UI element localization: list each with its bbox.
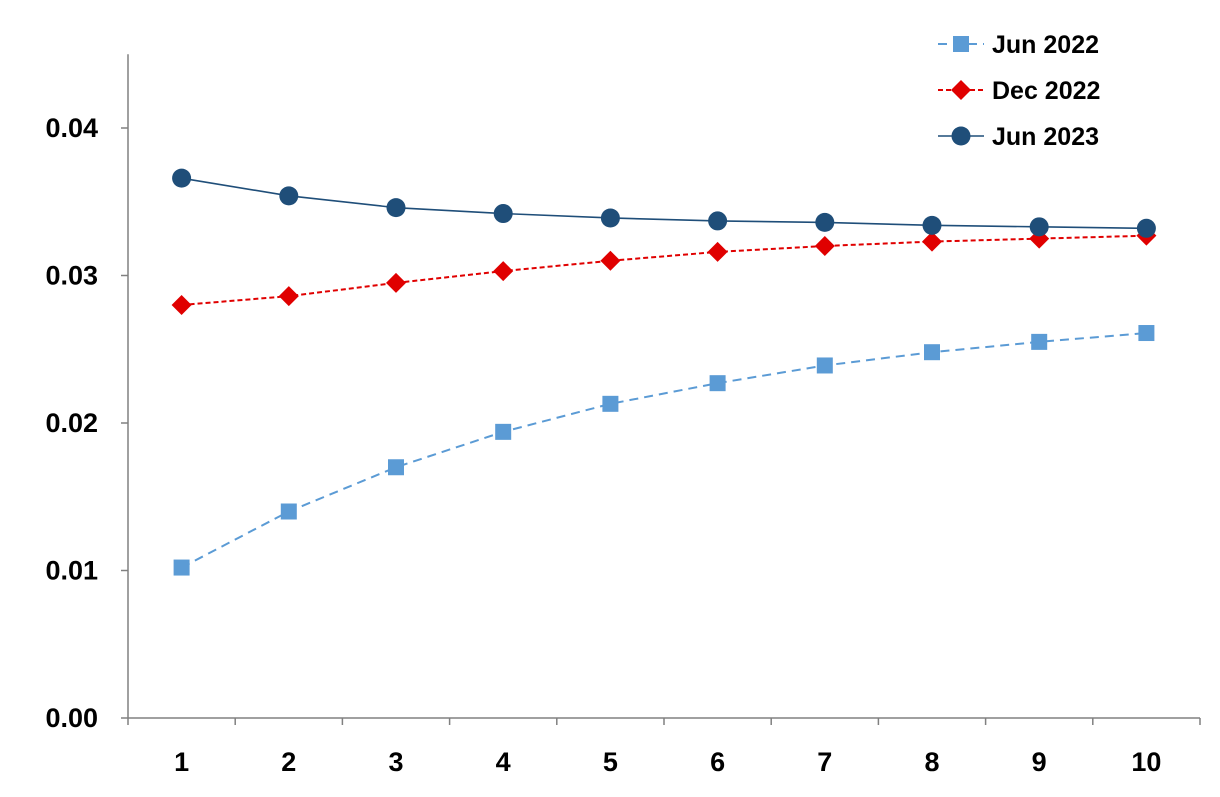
data-point [924,344,940,361]
legend-item: Dec 2022 [938,77,1100,105]
legend-item: Jun 2022 [938,31,1099,59]
x-tick-label: 7 [817,747,832,777]
y-tick-label: 0.00 [45,703,98,733]
data-point [815,212,835,232]
data-point [493,204,513,224]
x-axis-ticks [121,127,1201,725]
legend-label: Dec 2022 [992,77,1100,105]
data-point [278,286,299,307]
x-tick-label: 2 [281,747,296,777]
data-point [279,186,299,206]
data-point [816,357,833,374]
data-point [173,559,190,576]
data-point [172,168,192,188]
data-point [600,250,621,271]
y-tick-label: 0.03 [45,261,98,291]
series-line [181,234,1147,306]
legend-marker [951,126,971,146]
series-line [181,177,1147,230]
data-point [386,198,406,218]
data-point [814,236,835,256]
data-point [388,459,404,476]
data-point [386,272,406,293]
data-point [1031,333,1048,350]
data-point [1029,217,1049,237]
x-tick-label: 9 [1032,747,1047,777]
y-axis-tick-labels: 0.00 0.01 0.02 0.03 0.04 [45,113,98,733]
legend: Jun 2022 Dec 2022 Jun 2023 [938,31,1100,151]
y-tick-label: 0.01 [45,556,98,586]
legend-marker [951,80,971,100]
x-tick-label: 8 [924,747,939,777]
x-tick-label: 4 [496,747,511,777]
data-point [602,395,619,412]
data-point [600,208,620,228]
y-tick-label: 0.04 [45,113,98,143]
data-point [1138,325,1155,342]
data-point [922,215,942,235]
x-axis-tick-labels: 1 2 3 4 5 6 7 8 9 10 [174,747,1161,777]
data-point [922,231,942,252]
data-point [493,261,514,282]
legend-item: Jun 2023 [938,123,1099,151]
data-point [1136,218,1156,238]
series-2 [171,225,1157,315]
series-3 [172,168,1156,238]
legend-marker [953,36,969,52]
series-1 [173,325,1155,576]
x-tick-label: 3 [388,747,403,777]
x-tick-label: 6 [710,747,725,777]
series-layer [171,168,1157,576]
data-point [708,211,728,231]
legend-label: Jun 2022 [992,31,1099,59]
data-point [709,375,726,392]
legend-label: Jun 2023 [992,123,1099,151]
data-point [495,423,512,440]
y-tick-label: 0.02 [45,408,98,438]
data-point [280,503,297,520]
x-tick-label: 1 [174,747,189,777]
data-point [171,295,192,315]
series-line [181,332,1147,569]
data-point [707,241,728,262]
x-tick-label: 5 [603,747,618,777]
x-tick-label: 10 [1131,747,1161,777]
